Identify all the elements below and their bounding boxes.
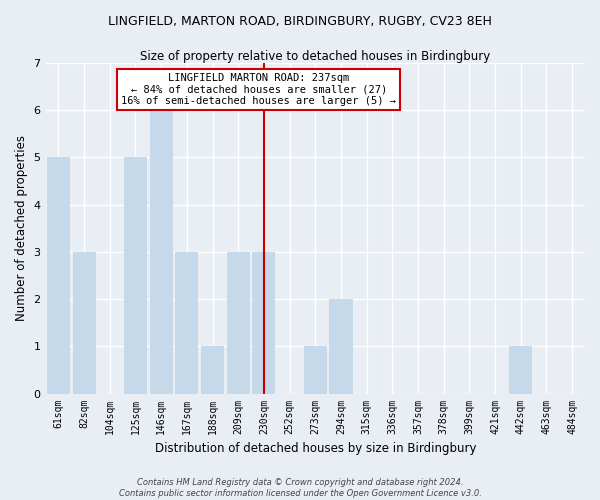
Bar (124, 158, 147, 394)
Bar (175, 252, 199, 394)
Bar (253, 252, 275, 394)
Bar (329, 299, 353, 394)
Bar (509, 346, 532, 394)
Y-axis label: Number of detached properties: Number of detached properties (15, 136, 28, 322)
Bar (304, 346, 327, 394)
Bar (47, 158, 70, 394)
Text: LINGFIELD MARTON ROAD: 237sqm
← 84% of detached houses are smaller (27)
16% of s: LINGFIELD MARTON ROAD: 237sqm ← 84% of d… (121, 73, 396, 106)
Title: Size of property relative to detached houses in Birdingbury: Size of property relative to detached ho… (140, 50, 490, 63)
Text: Contains HM Land Registry data © Crown copyright and database right 2024.
Contai: Contains HM Land Registry data © Crown c… (119, 478, 481, 498)
Text: LINGFIELD, MARTON ROAD, BIRDINGBURY, RUGBY, CV23 8EH: LINGFIELD, MARTON ROAD, BIRDINGBURY, RUG… (108, 15, 492, 28)
Bar (227, 252, 250, 394)
Bar (73, 252, 95, 394)
X-axis label: Distribution of detached houses by size in Birdingbury: Distribution of detached houses by size … (155, 442, 476, 455)
Bar (149, 110, 173, 394)
Bar (201, 346, 224, 394)
